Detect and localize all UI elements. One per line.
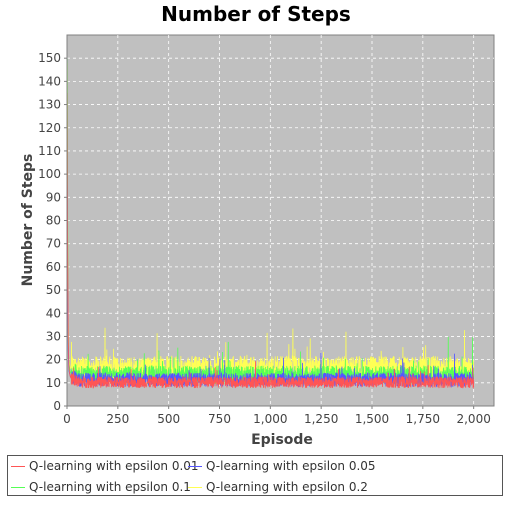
legend-label: Q-learning with epsilon 0.2 [206, 480, 368, 494]
y-tick-label: 130 [38, 98, 61, 112]
legend-swatch [11, 486, 25, 488]
x-tick-label: 250 [106, 412, 129, 426]
y-tick-label: 50 [46, 283, 61, 297]
chart-title: Number of Steps [161, 2, 351, 26]
x-tick-label: 1,500 [355, 412, 389, 426]
y-axis-label: Number of Steps [20, 154, 36, 287]
y-tick-label: 120 [38, 121, 61, 135]
y-tick-label: 40 [46, 306, 61, 320]
y-tick-label: 0 [53, 399, 61, 413]
y-tick-label: 80 [46, 214, 61, 228]
y-tick-label: 110 [38, 144, 61, 158]
legend-swatch [11, 465, 25, 467]
x-tick-label: 1,750 [406, 412, 440, 426]
x-tick-label: 1,000 [253, 412, 287, 426]
chart-plot: 0 10 20 30 40 50 60 70 80 90 100 110 120 130 140 150 0 25… [20, 34, 495, 448]
legend-swatch [188, 486, 202, 488]
y-tick-label: 90 [46, 190, 61, 204]
x-tick-label: 500 [157, 412, 180, 426]
x-tick-label: 750 [208, 412, 231, 426]
x-tick-label: 0 [63, 412, 71, 426]
legend-swatch [188, 465, 202, 467]
x-axis-label: Episode [251, 432, 313, 448]
legend: Q-learning with epsilon 0.01 Q-learning w… [7, 455, 503, 496]
x-tick-label: 1,250 [304, 412, 338, 426]
y-tick-label: 70 [46, 237, 61, 251]
legend-label: Q-learning with epsilon 0.01 [29, 459, 199, 473]
y-tick-label: 100 [38, 167, 61, 181]
legend-item: Q-learning with epsilon 0.05 [188, 459, 376, 473]
y-tick-label: 10 [46, 376, 61, 390]
legend-item: Q-learning with epsilon 0.1 [11, 480, 191, 494]
legend-item: Q-learning with epsilon 0.01 [11, 459, 199, 473]
y-tick-label: 30 [46, 329, 61, 343]
legend-item: Q-learning with epsilon 0.2 [188, 480, 368, 494]
y-tick-label: 60 [46, 260, 61, 274]
x-tick-label: 2,000 [456, 412, 490, 426]
y-tick-label: 150 [38, 51, 61, 65]
series-line-0 [66, 92, 475, 389]
legend-label: Q-learning with epsilon 0.05 [206, 459, 376, 473]
y-tick-label: 20 [46, 353, 61, 367]
y-tick-label: 140 [38, 74, 61, 88]
legend-label: Q-learning with epsilon 0.1 [29, 480, 191, 494]
